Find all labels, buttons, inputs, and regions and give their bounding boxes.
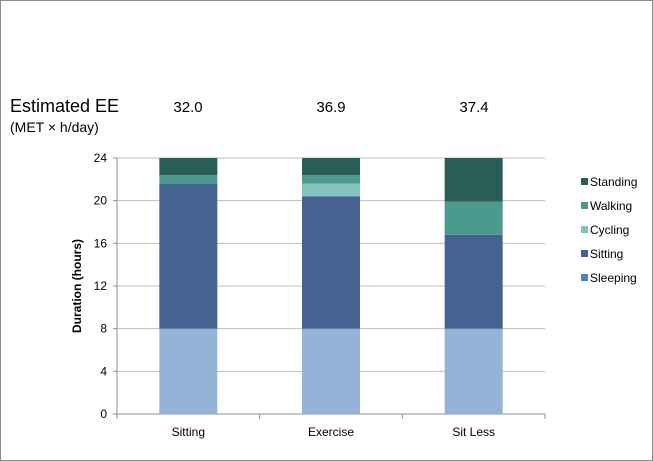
legend-swatch bbox=[581, 226, 588, 233]
legend-label: Standing bbox=[590, 175, 638, 189]
y-tick-label: 4 bbox=[100, 364, 107, 378]
y-tick-label: 8 bbox=[100, 322, 107, 336]
bar-walking-sitting bbox=[159, 175, 218, 184]
y-tick-label: 20 bbox=[94, 194, 108, 208]
legend-swatch bbox=[581, 202, 588, 209]
bar-walking-sit-less bbox=[444, 201, 503, 235]
bar-walking-exercise bbox=[302, 175, 360, 184]
ee-value-sit-less: 37.4 bbox=[459, 99, 489, 116]
ee-units: (MET × h/day) bbox=[10, 119, 99, 135]
y-tick-label: 24 bbox=[94, 151, 108, 165]
bar-sitting-sit-less bbox=[444, 234, 503, 329]
legend-swatch bbox=[581, 274, 588, 281]
bar-sitting-exercise bbox=[302, 196, 360, 329]
bar-sleeping-sit-less bbox=[444, 328, 503, 414]
ee-value-sitting: 32.0 bbox=[173, 99, 203, 116]
legend-label: Sitting bbox=[590, 247, 624, 261]
ee-title: Estimated EE bbox=[10, 96, 120, 116]
legend-label: Walking bbox=[590, 199, 633, 213]
x-tick-label: Exercise bbox=[308, 425, 354, 439]
bar-standing-sit-less bbox=[444, 158, 503, 202]
legend-swatch bbox=[581, 178, 588, 185]
y-tick-label: 16 bbox=[94, 236, 108, 250]
y-tick-label: 12 bbox=[94, 279, 108, 293]
legend-label: Sleeping bbox=[590, 271, 637, 285]
bar-sleeping-exercise bbox=[302, 328, 360, 414]
y-axis-title: Duration (hours) bbox=[70, 239, 84, 333]
y-tick-label: 0 bbox=[100, 407, 107, 421]
bar-sitting-sitting bbox=[159, 183, 218, 329]
x-tick-label: Sitting bbox=[172, 425, 205, 439]
bar-cycling-exercise bbox=[302, 183, 360, 197]
bar-standing-exercise bbox=[302, 158, 360, 176]
x-tick-label: Sit Less bbox=[452, 425, 495, 439]
legend-swatch bbox=[581, 250, 588, 257]
bar-sleeping-sitting bbox=[159, 328, 218, 414]
legend-label: Cycling bbox=[590, 223, 630, 237]
bar-standing-sitting bbox=[159, 158, 218, 176]
ee-value-exercise: 36.9 bbox=[316, 99, 346, 116]
